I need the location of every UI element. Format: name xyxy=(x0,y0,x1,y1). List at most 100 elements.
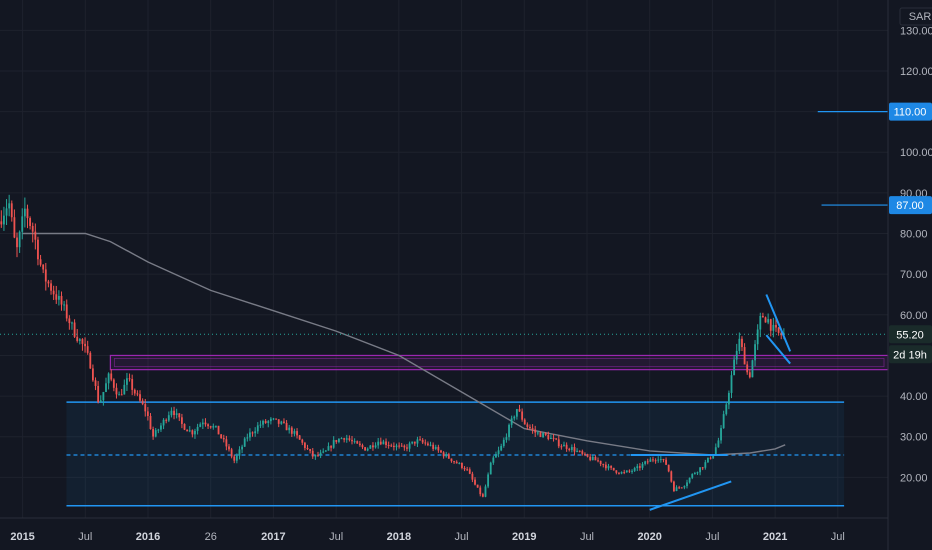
currency-box[interactable] xyxy=(899,7,932,26)
candle-body xyxy=(659,459,662,461)
price-labels: 110.00 87.00 55.20 2d 19h xyxy=(889,102,932,364)
trend-line[interactable] xyxy=(649,480,732,511)
y-tick-label: 60.00 xyxy=(900,310,928,322)
candle-body xyxy=(560,446,563,448)
candle-body xyxy=(267,421,270,424)
candle-body xyxy=(311,450,314,457)
candle-body xyxy=(604,464,607,469)
moving-average-line xyxy=(22,232,786,456)
candle-body xyxy=(476,484,479,488)
candle-body xyxy=(523,419,526,425)
candle-body xyxy=(118,394,120,396)
candle-body xyxy=(392,445,395,448)
candle-body xyxy=(228,446,230,450)
candle-body xyxy=(288,427,291,431)
candle-body xyxy=(521,411,524,420)
x-tick-label: Jul xyxy=(78,531,92,543)
drawings[interactable] xyxy=(0,110,888,511)
candle-body xyxy=(612,467,615,471)
zones xyxy=(66,354,889,507)
candle-body xyxy=(450,458,453,462)
candle-body xyxy=(173,410,175,415)
candle-body xyxy=(725,404,728,415)
candle-body xyxy=(146,411,149,417)
candle-body xyxy=(298,435,301,440)
candle-body xyxy=(602,464,605,466)
candle-body xyxy=(769,319,772,331)
supply-zone-box[interactable] xyxy=(109,354,889,371)
candle-body xyxy=(107,373,110,384)
candle-body xyxy=(733,359,736,376)
candle-body xyxy=(701,467,704,469)
candle-body xyxy=(678,487,681,489)
x-tick-label: 2018 xyxy=(387,531,411,543)
candle-body xyxy=(424,442,427,444)
candle-body xyxy=(149,416,152,430)
candle-body xyxy=(136,393,139,395)
candle-body xyxy=(455,461,458,464)
candle-body xyxy=(599,460,602,465)
candle-body xyxy=(489,462,492,475)
candle-body xyxy=(105,383,107,392)
candle-body xyxy=(764,317,767,323)
candle-body xyxy=(251,432,254,434)
candle-body xyxy=(644,461,647,464)
candle-body xyxy=(194,430,196,435)
x-tick-label: Jul xyxy=(831,531,845,543)
candle-body xyxy=(413,441,416,444)
candle-body xyxy=(233,456,236,461)
candle-body xyxy=(290,427,293,434)
candle-body xyxy=(508,424,510,438)
candle-body xyxy=(557,439,560,447)
candle-body xyxy=(531,428,534,430)
candle-body xyxy=(115,387,118,395)
candle-body xyxy=(419,439,421,441)
candle-body xyxy=(110,373,113,380)
candle-body xyxy=(699,467,702,473)
candle-body xyxy=(578,450,581,452)
candle-body xyxy=(29,218,32,226)
x-tick-label: Jul xyxy=(580,531,594,543)
candle-body xyxy=(68,318,71,324)
candle-body xyxy=(631,470,633,472)
candle-body xyxy=(369,445,372,449)
candle-body xyxy=(515,409,518,417)
candle-body xyxy=(586,454,589,457)
candle-body xyxy=(348,438,351,440)
x-tick-label: 2016 xyxy=(136,531,160,543)
candle-body xyxy=(691,474,694,478)
candle-body xyxy=(37,239,39,260)
candle-body xyxy=(641,463,644,468)
candle-body xyxy=(167,415,170,421)
candle-body xyxy=(385,441,387,446)
candle-body xyxy=(139,394,141,401)
candle-body xyxy=(767,319,770,323)
candle-body xyxy=(183,423,186,430)
candle-body xyxy=(406,447,408,449)
candle-body xyxy=(212,426,215,428)
candle-body xyxy=(680,487,683,489)
candle-body xyxy=(303,442,306,448)
candle-body xyxy=(243,438,246,447)
candle-body xyxy=(97,385,100,403)
candle-body xyxy=(761,315,764,318)
candle-body xyxy=(235,455,238,461)
candle-body xyxy=(581,451,584,454)
trend-line[interactable] xyxy=(765,294,792,352)
y-tick-label: 80.00 xyxy=(900,229,928,241)
candle-body xyxy=(133,389,136,394)
candle-body xyxy=(84,343,86,347)
grid xyxy=(0,0,888,518)
candle-body xyxy=(591,456,594,461)
candle-body xyxy=(141,400,144,405)
candle-body xyxy=(238,449,241,456)
candle-body xyxy=(65,304,68,319)
trend-line[interactable] xyxy=(765,334,791,365)
candle-body xyxy=(421,439,424,443)
candle-body xyxy=(618,472,620,474)
candle-body xyxy=(175,413,178,415)
candle-body xyxy=(327,446,330,451)
